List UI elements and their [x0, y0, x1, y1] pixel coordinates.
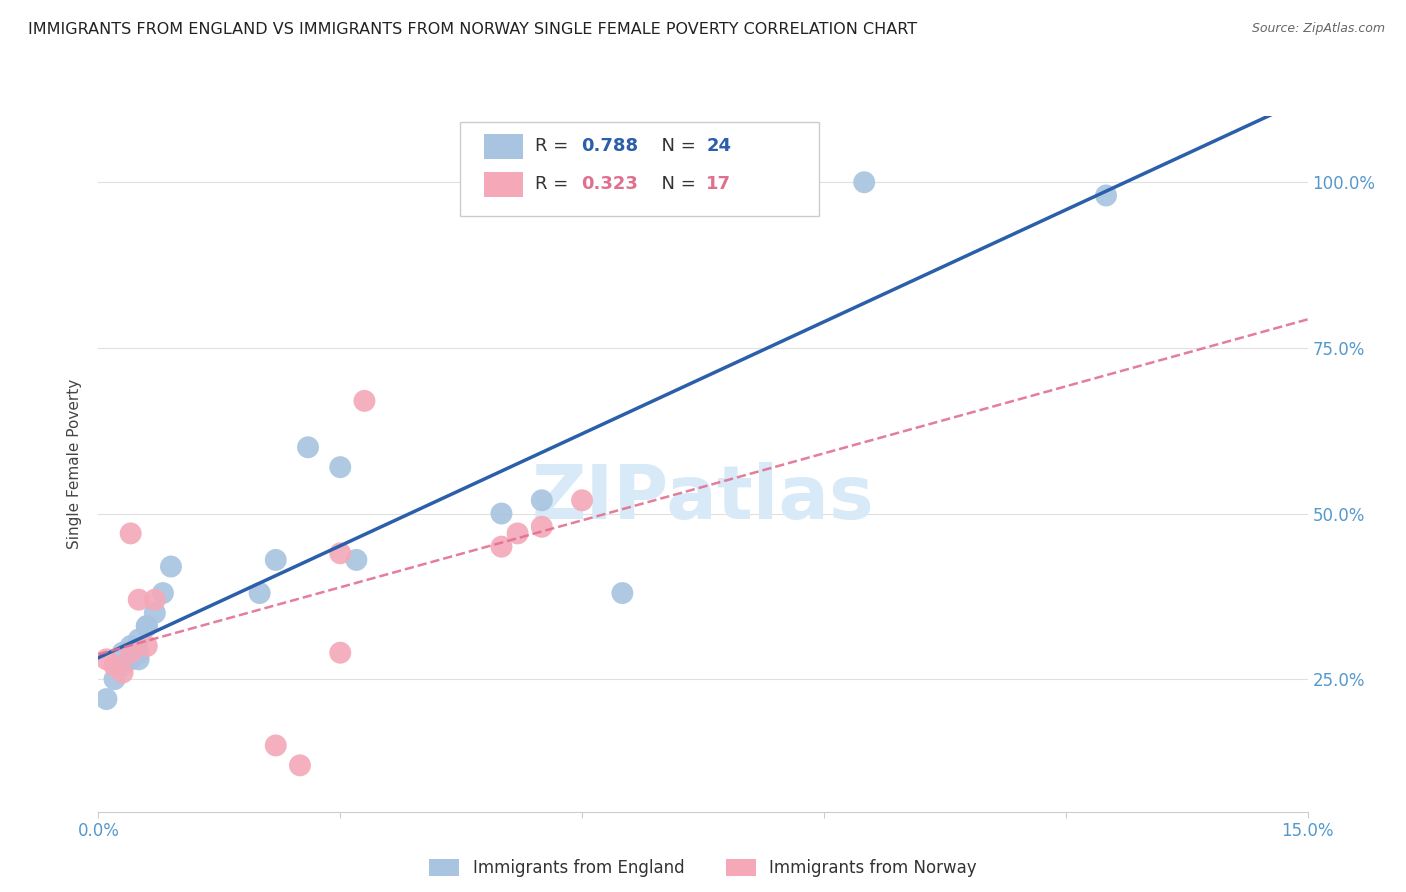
- Point: [329, 646, 352, 660]
- Text: N =: N =: [650, 176, 702, 194]
- Point: [135, 619, 157, 633]
- Point: [530, 520, 553, 534]
- Point: [135, 639, 157, 653]
- Text: N =: N =: [650, 137, 702, 155]
- Point: [264, 553, 287, 567]
- Point: [329, 546, 352, 560]
- Point: [506, 526, 529, 541]
- Point: [530, 493, 553, 508]
- Text: 24: 24: [706, 137, 731, 155]
- Text: 17: 17: [706, 176, 731, 194]
- Point: [353, 393, 375, 408]
- Point: [96, 692, 118, 706]
- Point: [1095, 188, 1118, 202]
- Point: [120, 646, 142, 660]
- Text: R =: R =: [534, 176, 574, 194]
- Point: [491, 507, 513, 521]
- Text: IMMIGRANTS FROM ENGLAND VS IMMIGRANTS FROM NORWAY SINGLE FEMALE POVERTY CORRELAT: IMMIGRANTS FROM ENGLAND VS IMMIGRANTS FR…: [28, 22, 917, 37]
- Point: [103, 672, 125, 686]
- Point: [344, 553, 367, 567]
- Point: [329, 460, 352, 475]
- Point: [135, 619, 157, 633]
- Y-axis label: Single Female Poverty: Single Female Poverty: [67, 379, 83, 549]
- Point: [288, 758, 311, 772]
- Point: [143, 592, 166, 607]
- Point: [120, 526, 142, 541]
- Point: [152, 586, 174, 600]
- Point: [297, 440, 319, 454]
- Point: [111, 665, 134, 680]
- Point: [103, 659, 125, 673]
- Text: ZIPatlas: ZIPatlas: [531, 462, 875, 535]
- Point: [111, 659, 134, 673]
- Point: [128, 632, 150, 647]
- Text: 0.788: 0.788: [581, 137, 638, 155]
- Point: [264, 739, 287, 753]
- Point: [128, 646, 150, 660]
- Text: R =: R =: [534, 137, 574, 155]
- Point: [96, 652, 118, 666]
- Legend: Immigrants from England, Immigrants from Norway: Immigrants from England, Immigrants from…: [423, 852, 983, 883]
- Point: [128, 652, 150, 666]
- Text: 0.323: 0.323: [581, 176, 638, 194]
- Point: [160, 559, 183, 574]
- Point: [143, 606, 166, 620]
- Point: [120, 639, 142, 653]
- Point: [491, 540, 513, 554]
- Point: [111, 646, 134, 660]
- Point: [128, 592, 150, 607]
- Point: [853, 175, 876, 189]
- Point: [571, 493, 593, 508]
- Point: [120, 652, 142, 666]
- Text: Source: ZipAtlas.com: Source: ZipAtlas.com: [1251, 22, 1385, 36]
- Point: [612, 586, 634, 600]
- Point: [249, 586, 271, 600]
